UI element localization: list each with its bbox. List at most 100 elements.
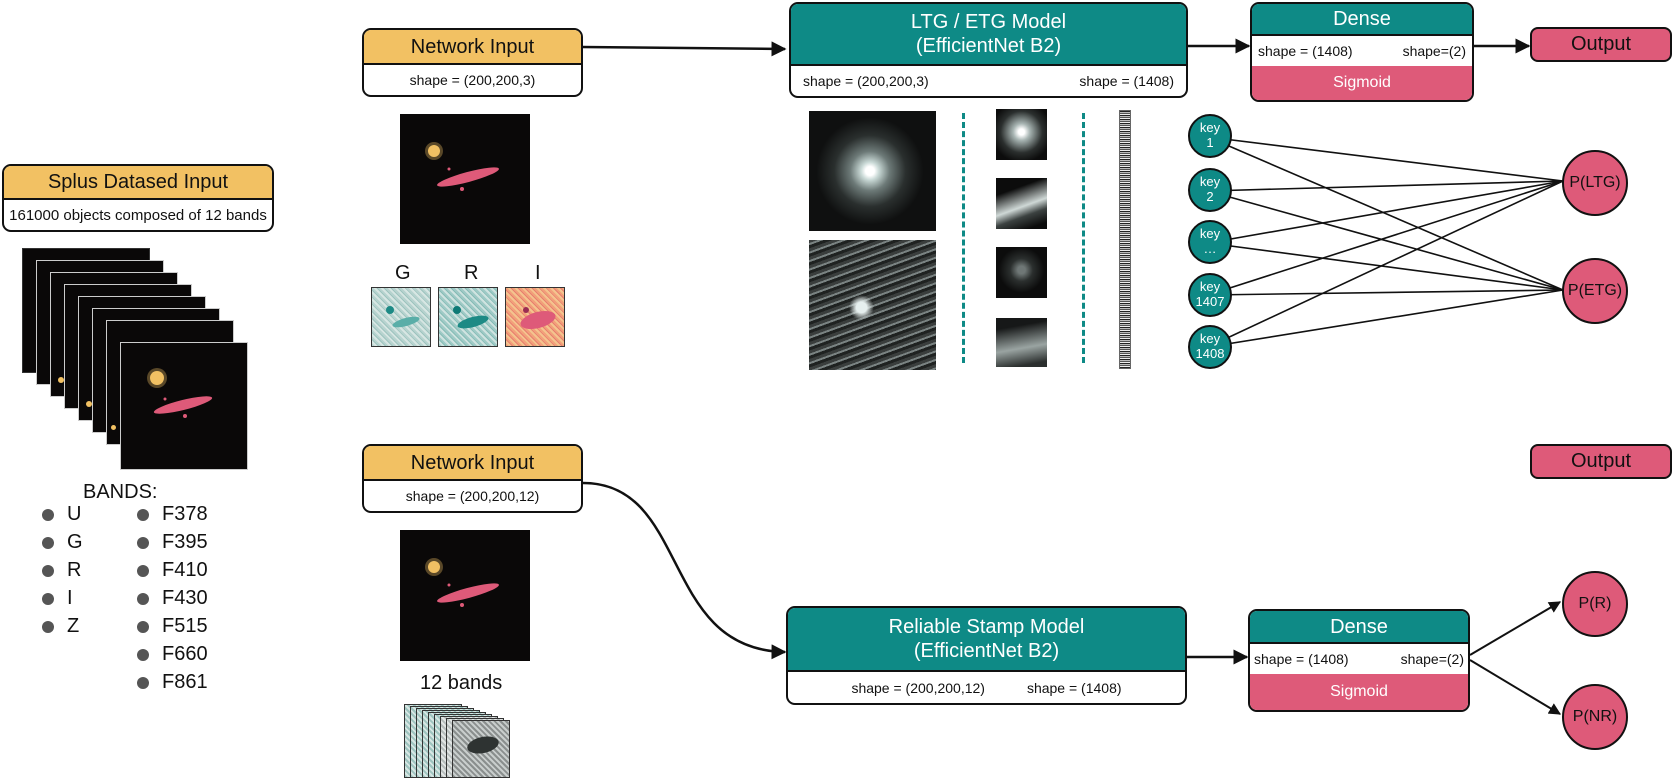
- model-title-line1: Reliable Stamp Model: [888, 616, 1085, 638]
- class-node-nr: P(NR): [1562, 684, 1628, 750]
- class-node-ltg: P(LTG): [1562, 150, 1628, 216]
- galaxy-render: [386, 306, 420, 328]
- flattened-feature-vector: [1119, 110, 1131, 369]
- bullet-icon: [42, 536, 54, 549]
- galaxy-render: [520, 307, 556, 330]
- shape-out: shape = (1408): [1079, 73, 1174, 89]
- galaxy-render: [425, 142, 499, 191]
- bullet-icon: [137, 564, 149, 577]
- bottom-dense-shape-row: shape = (1408) shape=(2): [1250, 644, 1468, 674]
- band-item: F660: [137, 643, 208, 666]
- feature-map-small-4: [996, 318, 1047, 367]
- feature-map-large-2: [809, 240, 936, 370]
- key-node: key 1407: [1188, 273, 1232, 317]
- band-item: Z: [42, 615, 79, 638]
- arrow-dense-to-pr: [1469, 601, 1562, 656]
- bottom-stack-label: 12 bands: [420, 672, 503, 694]
- bullet-icon: [137, 536, 149, 549]
- feature-map-small-3: [996, 247, 1047, 298]
- model-title-line2: (EfficientNet B2): [915, 35, 1062, 57]
- bottom-input-shape: shape = (200,200,12): [405, 488, 540, 504]
- top-dense-title: Dense: [1252, 4, 1472, 36]
- arrow-input-to-stamp-model: [582, 481, 787, 660]
- bullet-icon: [137, 508, 149, 521]
- top-input-shape: shape = (200,200,3): [409, 72, 536, 88]
- band-item: F378: [137, 503, 208, 526]
- channel-label-g: G: [395, 262, 411, 284]
- bottom-input-image: [400, 530, 530, 661]
- arrow-dense-to-pnr: [1469, 659, 1562, 715]
- bottom-network-input-card: Network Input shape = (200,200,12): [362, 444, 583, 513]
- top-input-title: Network Input: [364, 30, 581, 65]
- dataset-card: Splus Datased Input 161000 objects compo…: [2, 164, 274, 232]
- band-item: F430: [137, 587, 208, 610]
- band-item: G: [42, 531, 83, 554]
- ltg-etg-model-title: LTG / ETG Model (EfficientNet B2): [791, 4, 1186, 66]
- shape-in: shape = (1408): [1258, 43, 1353, 59]
- class-node-r: P(R): [1562, 571, 1628, 637]
- feature-map-small-2: [996, 178, 1047, 229]
- bands-title: BANDS:: [83, 481, 158, 503]
- top-output-label: Output: [1530, 27, 1672, 62]
- stamp-model-title: Reliable Stamp Model (EfficientNet B2): [788, 608, 1185, 672]
- shape-out: shape=(2): [1400, 651, 1464, 667]
- galaxy-render: [425, 558, 499, 607]
- band-item: F410: [137, 559, 208, 582]
- band-tile: [452, 720, 510, 778]
- band-item: R: [42, 559, 81, 582]
- band-item: I: [42, 587, 73, 610]
- dataset-subtitle: 161000 objects composed of 12 bands: [9, 206, 267, 224]
- key-node: key 1408: [1188, 325, 1232, 369]
- shape-in: shape = (200,200,3): [803, 73, 929, 89]
- ltg-etg-model-card: LTG / ETG Model (EfficientNet B2) shape …: [789, 2, 1188, 98]
- shape-in: shape = (1408): [1254, 651, 1349, 667]
- bullet-icon: [42, 564, 54, 577]
- galaxy-render: [453, 306, 489, 329]
- bottom-dense-card: Dense shape = (1408) shape=(2) Sigmoid: [1248, 609, 1470, 712]
- channel-image-r: [438, 287, 498, 347]
- bullet-icon: [42, 592, 54, 605]
- shape-in: shape = (200,200,12): [851, 679, 985, 696]
- model-title-line2: (EfficientNet B2): [913, 640, 1060, 662]
- shape-out: shape=(2): [1402, 43, 1466, 59]
- star-dot: [86, 401, 92, 407]
- shape-out: shape = (1408): [1026, 679, 1122, 696]
- top-network-input-card: Network Input shape = (200,200,3): [362, 28, 583, 97]
- key-node: key…: [1188, 220, 1232, 264]
- band-item: F861: [137, 671, 208, 694]
- top-dense-activation: Sigmoid: [1252, 66, 1472, 100]
- bullet-icon: [42, 508, 54, 521]
- top-dense-card: Dense shape = (1408) shape=(2) Sigmoid: [1250, 2, 1474, 102]
- key-node: key 1: [1188, 114, 1232, 158]
- bullet-icon: [137, 620, 149, 633]
- band-image-front: [120, 342, 248, 470]
- star-dot: [58, 377, 64, 383]
- key-node: key 2: [1188, 168, 1232, 212]
- model-title-line1: LTG / ETG Model: [910, 11, 1067, 33]
- reliable-stamp-model-card: Reliable Stamp Model (EfficientNet B2) s…: [786, 606, 1187, 705]
- bullet-icon: [42, 620, 54, 633]
- dense-connections: [1207, 136, 1564, 348]
- bullet-icon: [137, 592, 149, 605]
- channel-image-i: [505, 287, 565, 347]
- band-item: F395: [137, 531, 208, 554]
- top-dense-shape-row: shape = (1408) shape=(2): [1252, 36, 1472, 66]
- band-item: F515: [137, 615, 208, 638]
- ltg-etg-model-shape-row: shape = (200,200,3) shape = (1408): [791, 66, 1186, 96]
- bottom-dense-activation: Sigmoid: [1250, 674, 1468, 710]
- bottom-input-title: Network Input: [364, 446, 581, 481]
- galaxy-render: [467, 736, 499, 754]
- top-input-image: [400, 114, 530, 244]
- galaxy-render: [147, 368, 213, 418]
- bottom-dense-title: Dense: [1250, 611, 1468, 644]
- dataset-title: Splus Datased Input: [4, 166, 272, 200]
- stamp-model-shape-row: shape = (200,200,12) shape = (1408): [788, 672, 1185, 703]
- layer-divider: [962, 113, 965, 363]
- bottom-output-label: Output: [1530, 444, 1672, 479]
- feature-map-highlight: [849, 295, 874, 320]
- feature-map-large-1: [809, 111, 936, 231]
- arrow-input-to-model: [581, 41, 787, 57]
- channel-label-i: I: [535, 262, 541, 284]
- channel-image-g: [371, 287, 431, 347]
